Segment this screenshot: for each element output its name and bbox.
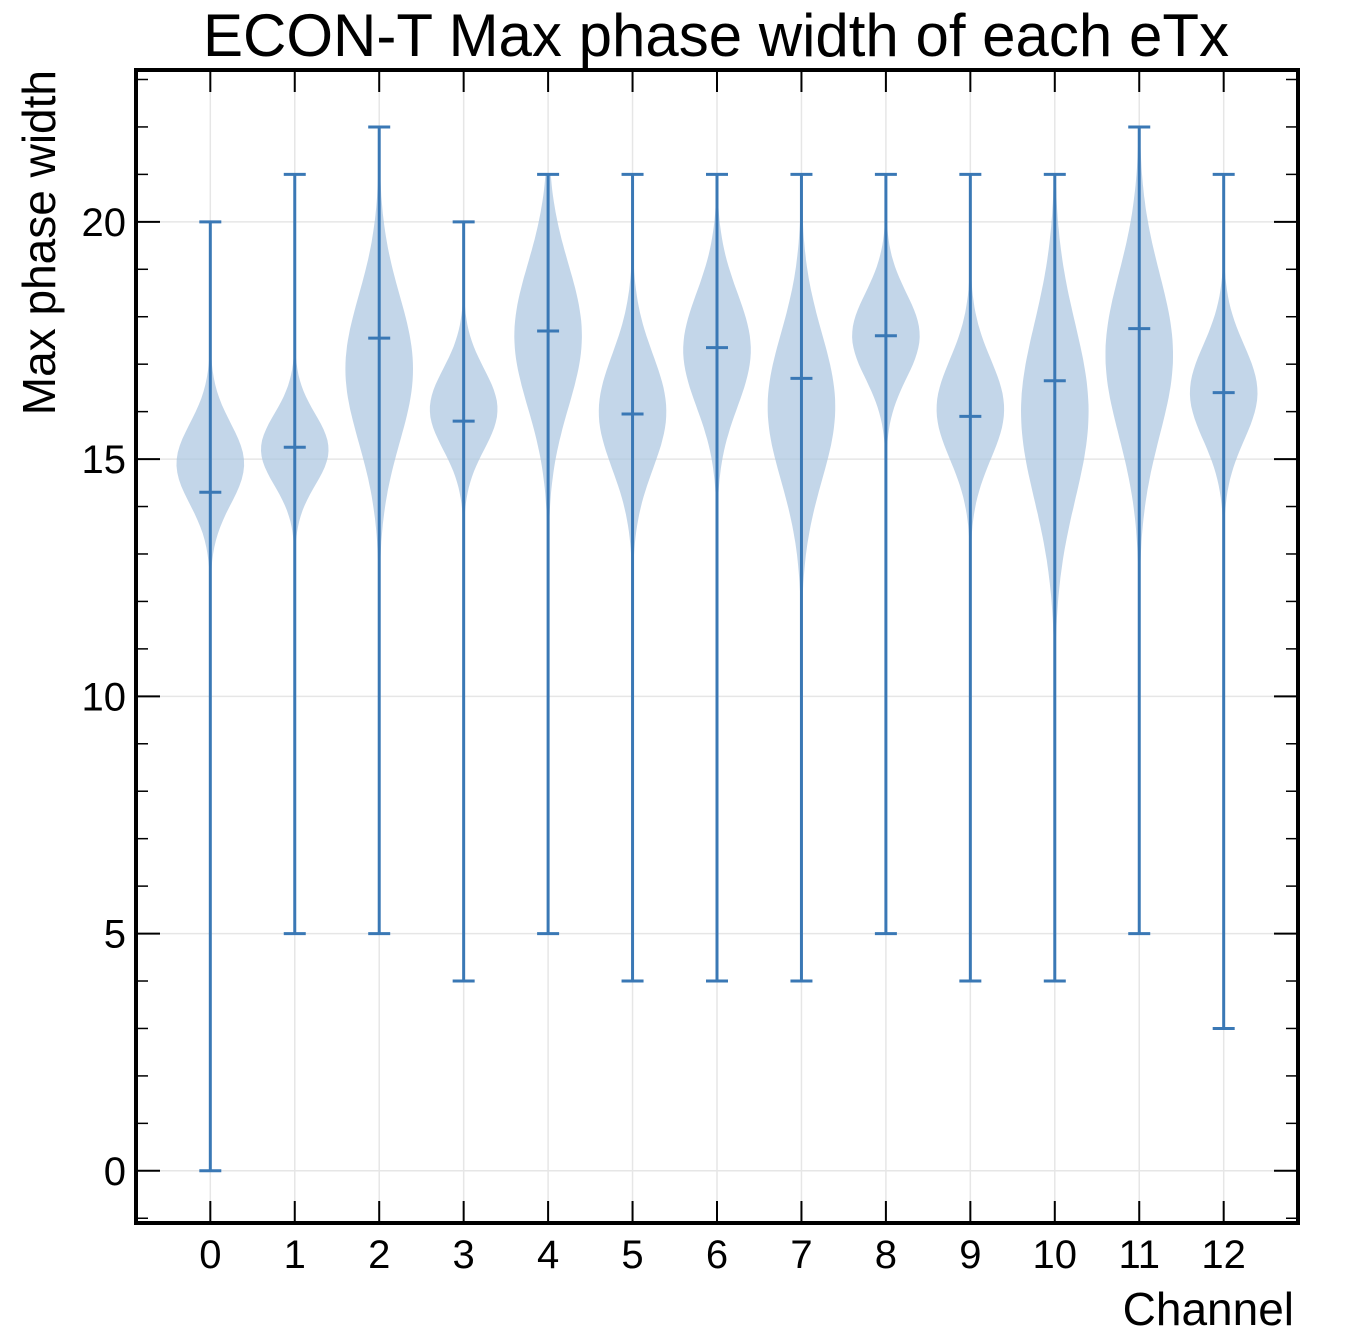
x-tick-label: 11 (1118, 1233, 1160, 1277)
violin-body (852, 174, 920, 934)
violin-body (176, 221, 245, 1171)
chart-title: ECON-T Max phase width of each eTx (203, 2, 1229, 69)
x-tick-label: 8 (875, 1233, 897, 1277)
x-tick-label: 6 (706, 1233, 728, 1277)
x-tick-label: 12 (1201, 1233, 1246, 1277)
x-tick-label: 5 (621, 1233, 643, 1277)
x-tick-label: 7 (790, 1233, 812, 1277)
y-tick-label: 0 (104, 1150, 126, 1194)
violin-whiskers (199, 125, 1235, 1173)
y-axis-label: Max phase width (13, 70, 65, 415)
x-tick-label: 1 (284, 1233, 306, 1277)
violin-body (1189, 174, 1258, 1029)
y-tick-label: 5 (104, 913, 126, 957)
x-tick-label: 4 (537, 1233, 559, 1277)
x-axis-label: Channel (1123, 1283, 1294, 1334)
x-tick-label: 9 (959, 1233, 981, 1277)
y-tick-label: 10 (82, 675, 127, 719)
y-tick-label: 20 (82, 201, 127, 245)
x-tick-label: 0 (199, 1233, 221, 1277)
x-tick-label: 2 (368, 1233, 390, 1277)
x-tick-label: 10 (1033, 1233, 1078, 1277)
axes (134, 68, 1300, 1225)
y-tick-label: 15 (82, 438, 127, 482)
x-tick-label: 3 (453, 1233, 475, 1277)
violin-body (683, 174, 751, 981)
violin-body (429, 221, 498, 982)
